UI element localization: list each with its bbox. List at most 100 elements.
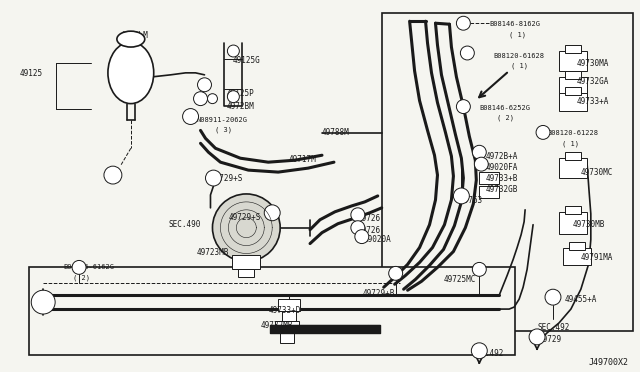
Text: 49732GB: 49732GB <box>485 185 518 194</box>
Circle shape <box>388 266 403 280</box>
Circle shape <box>264 205 280 221</box>
Text: SEC.490: SEC.490 <box>169 220 201 229</box>
Text: 49729+B: 49729+B <box>363 289 395 298</box>
Ellipse shape <box>108 42 154 104</box>
Circle shape <box>205 170 221 186</box>
Text: 4972BM: 4972BM <box>227 102 254 110</box>
Circle shape <box>227 91 239 103</box>
Circle shape <box>529 329 545 345</box>
Circle shape <box>472 262 486 276</box>
Bar <box>565 45 581 53</box>
Text: 49729+S: 49729+S <box>228 213 260 222</box>
Bar <box>280 333 294 343</box>
Bar <box>479 186 499 198</box>
Bar <box>381 13 632 331</box>
Bar <box>278 299 300 311</box>
Circle shape <box>471 343 487 359</box>
Text: B: B <box>459 19 462 24</box>
Text: SEC.492: SEC.492 <box>471 349 504 358</box>
Circle shape <box>351 208 365 222</box>
Text: 49729+S: 49729+S <box>211 174 243 183</box>
Text: ( 3): ( 3) <box>216 126 232 133</box>
Circle shape <box>545 289 561 305</box>
Text: 49733+B: 49733+B <box>485 174 518 183</box>
Text: ( 1): ( 1) <box>509 31 526 38</box>
Text: 49723MB: 49723MB <box>196 247 229 257</box>
Circle shape <box>198 78 211 92</box>
Text: B: B <box>463 48 466 54</box>
Text: B08146-8162G: B08146-8162G <box>489 21 540 27</box>
Bar <box>238 269 254 277</box>
Text: B: B <box>538 128 541 133</box>
Text: J49700X2: J49700X2 <box>589 357 628 367</box>
Circle shape <box>193 92 207 106</box>
Circle shape <box>453 188 469 204</box>
Text: SEC.492: SEC.492 <box>537 323 570 332</box>
Text: 49020FA: 49020FA <box>485 163 518 172</box>
Bar <box>559 93 587 110</box>
Bar <box>565 206 581 214</box>
Circle shape <box>456 100 470 113</box>
Text: 4972B+A: 4972B+A <box>485 152 518 161</box>
Bar <box>559 212 587 234</box>
Circle shape <box>212 194 280 262</box>
Bar <box>565 71 581 79</box>
Text: N08911-2062G: N08911-2062G <box>196 116 248 122</box>
Text: 49729: 49729 <box>539 335 562 344</box>
Circle shape <box>227 45 239 57</box>
Text: 49791MA: 49791MA <box>581 253 613 263</box>
Bar <box>569 241 585 250</box>
Text: N: N <box>187 112 191 117</box>
Circle shape <box>31 290 55 314</box>
Circle shape <box>207 94 218 104</box>
Text: B08146-6252G: B08146-6252G <box>479 105 531 110</box>
Bar <box>232 256 260 269</box>
Circle shape <box>182 109 198 125</box>
Bar <box>282 311 296 321</box>
Text: 49733+A: 49733+A <box>577 97 609 106</box>
Text: B: B <box>459 102 462 107</box>
Circle shape <box>355 230 369 244</box>
Bar <box>29 267 515 355</box>
Text: 49730MA: 49730MA <box>577 59 609 68</box>
Bar <box>479 172 499 184</box>
Text: 49726: 49726 <box>358 226 381 235</box>
Text: 49125P: 49125P <box>227 89 254 98</box>
Text: B08120-61628: B08120-61628 <box>493 53 544 59</box>
Text: ( 1): ( 1) <box>511 63 528 70</box>
Text: 49125: 49125 <box>19 69 42 78</box>
Bar <box>559 51 587 71</box>
Text: B08146-6162G: B08146-6162G <box>63 264 114 270</box>
Text: 49730MB: 49730MB <box>573 220 605 229</box>
Text: B: B <box>73 263 77 268</box>
Text: 49730MC: 49730MC <box>581 168 613 177</box>
Text: 49732MB: 49732MB <box>260 321 292 330</box>
Text: 49733+D: 49733+D <box>268 306 301 315</box>
Text: ( 1): ( 1) <box>562 140 579 147</box>
Circle shape <box>472 145 486 159</box>
Text: 49717M: 49717M <box>288 155 316 164</box>
Bar <box>565 152 581 160</box>
Bar <box>559 158 587 178</box>
Text: ( 2): ( 2) <box>497 115 514 121</box>
Circle shape <box>72 260 86 274</box>
Text: 49732GA: 49732GA <box>577 77 609 86</box>
Text: 49726: 49726 <box>358 214 381 223</box>
Text: 49763: 49763 <box>460 196 483 205</box>
Text: 49125G: 49125G <box>232 56 260 65</box>
Bar <box>563 247 591 265</box>
Text: 49455+A: 49455+A <box>565 295 597 304</box>
Circle shape <box>351 221 365 235</box>
Text: B08120-61228: B08120-61228 <box>547 131 598 137</box>
Bar <box>565 87 581 95</box>
Text: 49725MC: 49725MC <box>444 275 476 284</box>
Text: 49788M: 49788M <box>322 128 349 137</box>
Text: ( 2): ( 2) <box>73 274 90 281</box>
Circle shape <box>456 16 470 30</box>
Text: 49020A: 49020A <box>364 235 392 244</box>
Circle shape <box>536 125 550 140</box>
Ellipse shape <box>117 31 145 47</box>
Circle shape <box>460 46 474 60</box>
Text: 4918LM: 4918LM <box>121 31 148 40</box>
Circle shape <box>104 166 122 184</box>
